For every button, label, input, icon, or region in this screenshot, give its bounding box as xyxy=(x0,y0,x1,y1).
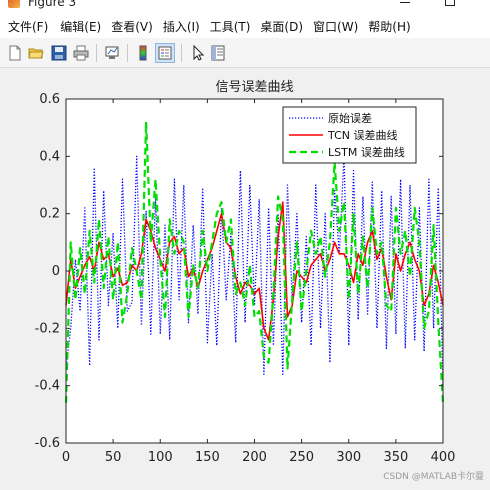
legend-label-2: TCN 误差曲线 xyxy=(327,128,397,142)
menu-tools[interactable]: 工具(T) xyxy=(209,19,251,34)
series-layer xyxy=(64,120,445,403)
x-tick-label: 250 xyxy=(289,450,314,465)
menu-window[interactable]: 窗口(W) xyxy=(313,19,359,34)
print-icon[interactable] xyxy=(72,44,90,62)
x-tick-label: 200 xyxy=(242,450,267,465)
save-icon[interactable] xyxy=(50,44,68,62)
watermark: CSDN @MATLAB卡尔曼 xyxy=(383,472,484,482)
figure-toolbar xyxy=(0,38,490,68)
menu-help[interactable]: 帮助(H) xyxy=(368,19,411,34)
y-tick-label: 0 xyxy=(52,264,60,279)
x-tick-label: 300 xyxy=(336,450,361,465)
series-line-3 xyxy=(64,120,445,403)
legend[interactable]: 原始误差 TCN 误差曲线 LSTM 误差曲线 xyxy=(282,106,417,164)
x-tick-label: 50 xyxy=(105,450,122,465)
open-file-icon[interactable] xyxy=(27,44,45,62)
toolbar-separator xyxy=(96,44,97,62)
x-tick-label: 400 xyxy=(431,450,456,465)
figure-canvas: 0 50 100 150 200 250 300 350 400 0.6 0.4 0.2 0 -0.2 -0… xyxy=(0,69,490,490)
x-tick-label: 150 xyxy=(195,450,220,465)
y-tick-label: -0.6 xyxy=(35,436,60,451)
plot-svg: 0 50 100 150 200 250 300 350 400 0.6 0.4 0.2 0 -0.2 -0… xyxy=(35,80,456,465)
y-tick-label: -0.4 xyxy=(35,379,60,394)
property-inspector-icon[interactable] xyxy=(209,44,227,62)
toolbar-separator xyxy=(127,44,128,62)
menu-insert[interactable]: 插入(I) xyxy=(162,19,200,34)
chart-title: 信号误差曲线 xyxy=(215,80,293,95)
x-tick-label: 0 xyxy=(62,450,70,465)
insert-legend-icon[interactable] xyxy=(155,43,175,63)
maximize-icon[interactable] xyxy=(445,0,455,6)
y-tick-label: -0.2 xyxy=(35,321,60,336)
x-tick-label: 100 xyxy=(148,450,173,465)
window-titlebar: Figure 3 xyxy=(0,0,490,14)
menu-bar: 文件(F) 编辑(E) 查看(V) 插入(I) 工具(T) 桌面(D) 窗口(W… xyxy=(0,14,490,38)
ticks-layer: 0 50 100 150 200 250 300 350 400 0.6 0.4 0.2 0 -0.2 -0… xyxy=(35,92,456,465)
menu-edit[interactable]: 编辑(E) xyxy=(60,19,102,34)
window-title: Figure 3 xyxy=(28,0,77,9)
matlab-figure-icon xyxy=(8,0,20,8)
menu-file[interactable]: 文件(F) xyxy=(8,19,49,34)
toolbar-separator xyxy=(181,44,182,62)
x-tick-label: 350 xyxy=(383,450,408,465)
y-tick-label: 0.4 xyxy=(39,149,60,164)
menu-desktop[interactable]: 桌面(D) xyxy=(260,19,304,34)
minimize-icon[interactable] xyxy=(400,2,410,3)
legend-label-1: 原始误差 xyxy=(328,111,372,125)
insert-colorbar-icon[interactable] xyxy=(134,44,152,62)
series-line-1 xyxy=(65,155,444,386)
new-figure-icon[interactable] xyxy=(6,44,24,62)
y-tick-label: 0.2 xyxy=(39,207,60,222)
pointer-icon[interactable] xyxy=(188,44,206,62)
y-tick-label: 0.6 xyxy=(39,92,60,107)
menu-view[interactable]: 查看(V) xyxy=(111,19,153,34)
link-plot-icon[interactable] xyxy=(103,44,121,62)
legend-label-3: LSTM 误差曲线 xyxy=(328,145,405,159)
